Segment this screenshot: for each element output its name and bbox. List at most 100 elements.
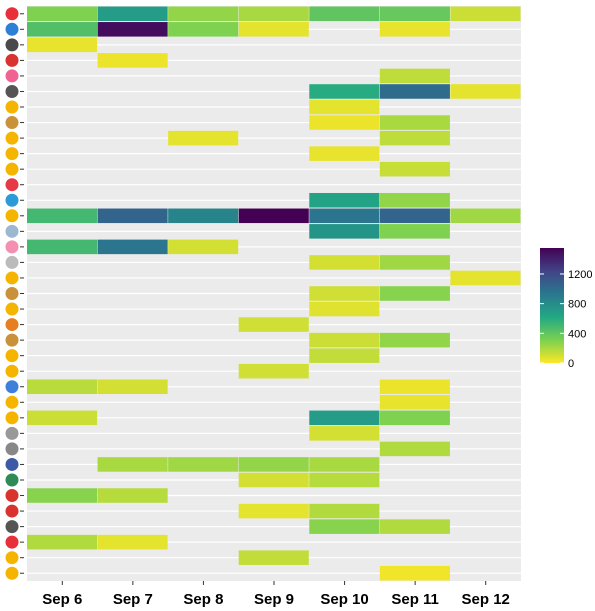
colorbar-tick-label: 800 bbox=[568, 299, 586, 311]
heatmap-cell bbox=[309, 519, 380, 534]
grinning-sweat-icon bbox=[5, 349, 24, 363]
heatmap-cell bbox=[309, 224, 380, 239]
heatmap-cell bbox=[379, 286, 450, 301]
heatmap-cell bbox=[450, 270, 521, 286]
heatmap-cell bbox=[379, 208, 450, 224]
us-flag-icon bbox=[5, 457, 24, 471]
color-legend: 0 400 800 1200 bbox=[540, 248, 592, 370]
heatmap-cell bbox=[450, 208, 521, 224]
heart-icon bbox=[5, 535, 24, 549]
colorbar-tick-label: 400 bbox=[568, 328, 586, 340]
heatmap-cell bbox=[450, 84, 521, 99]
heatmap-cell bbox=[379, 115, 450, 130]
heatmap-cell bbox=[379, 379, 450, 395]
heatmap-cell bbox=[27, 239, 98, 255]
heatmap-cell bbox=[27, 379, 98, 395]
heatmap-cell bbox=[27, 410, 98, 426]
heatmap-cell bbox=[238, 363, 309, 379]
heatmap-cell bbox=[309, 6, 380, 22]
heatmap-cell bbox=[97, 534, 168, 550]
heatmap-cell bbox=[379, 84, 450, 99]
x-tick-label: Sep 7 bbox=[113, 591, 153, 608]
pink-hearts-icon bbox=[5, 69, 24, 83]
paw-prints-icon bbox=[5, 84, 24, 98]
basketball-icon bbox=[5, 318, 24, 332]
heatmap-cell bbox=[379, 161, 450, 177]
heatmap-cell bbox=[309, 208, 380, 224]
cloud-with-rain-icon bbox=[5, 224, 24, 238]
x-axis-ticks: Sep 6 Sep 7 Sep 8 Sep 9 Sep 10 Sep 11 Sep 12 bbox=[42, 581, 510, 608]
heatmap-cell bbox=[450, 6, 521, 22]
x-tick-label: Sep 10 bbox=[320, 591, 368, 608]
guide-dog-icon bbox=[5, 333, 24, 347]
heatmap-cell bbox=[379, 6, 450, 22]
heatmap-cell bbox=[238, 317, 309, 332]
folded-hands-icon bbox=[5, 209, 24, 223]
heatmap-cell bbox=[379, 395, 450, 410]
x-tick-label: Sep 12 bbox=[462, 591, 510, 608]
heatmap-cell bbox=[309, 99, 380, 115]
heatmap-cells bbox=[27, 6, 521, 581]
heatmap-cell bbox=[379, 565, 450, 581]
x-tick-label: Sep 11 bbox=[391, 591, 439, 608]
colorbar bbox=[540, 248, 564, 363]
heatmap-cell bbox=[309, 115, 380, 130]
heatmap-cell bbox=[309, 255, 380, 270]
cyclone-icon bbox=[5, 380, 24, 394]
heatmap-cell bbox=[309, 426, 380, 441]
weary-face-icon bbox=[5, 566, 24, 580]
heatmap-cell bbox=[168, 6, 239, 22]
seychelles-flag-icon bbox=[5, 473, 24, 487]
heatmap-cell bbox=[309, 332, 380, 348]
hushed-face-icon bbox=[5, 302, 24, 316]
heatmap-cell bbox=[97, 239, 168, 255]
poodle-icon bbox=[5, 255, 24, 269]
heatmap-cell bbox=[238, 472, 309, 488]
latin-cross-icon bbox=[5, 442, 24, 456]
heatmap-cell bbox=[238, 457, 309, 472]
x-tick-label: Sep 8 bbox=[183, 591, 223, 608]
heatmap-cell bbox=[238, 503, 309, 519]
black-heart-suit-icon bbox=[5, 38, 24, 52]
heatmap-cell bbox=[309, 84, 380, 99]
canada-flag-icon bbox=[5, 504, 24, 518]
heatmap-cell bbox=[379, 192, 450, 208]
heatmap-cell bbox=[309, 146, 380, 161]
heatmap-cell bbox=[309, 410, 380, 426]
heatmap-cell bbox=[97, 379, 168, 395]
pointing-up-icon bbox=[5, 271, 24, 285]
heatmap-cell bbox=[168, 130, 239, 146]
pig-face-icon bbox=[5, 240, 24, 254]
heatmap-cell bbox=[27, 208, 98, 224]
heatmap-cell bbox=[379, 22, 450, 37]
heatmap-cell bbox=[238, 208, 309, 224]
heatmap-cell bbox=[309, 472, 380, 488]
heatmap-cell bbox=[238, 22, 309, 37]
heatmap-cell bbox=[97, 6, 168, 22]
warning-icon bbox=[5, 520, 24, 534]
heatmap-cell bbox=[97, 53, 168, 68]
heatmap-cell bbox=[238, 6, 309, 22]
heatmap-cell bbox=[309, 457, 380, 472]
heatmap-cell bbox=[309, 286, 380, 301]
heatmap-cell bbox=[379, 441, 450, 457]
heatmap-cell bbox=[27, 534, 98, 550]
heatmap-cell bbox=[379, 255, 450, 270]
flexed-biceps-icon bbox=[5, 147, 24, 161]
hibiscus-icon bbox=[5, 178, 24, 192]
worried-face-icon bbox=[5, 411, 24, 425]
dog-face-icon bbox=[5, 116, 24, 130]
heatmap-cell bbox=[379, 224, 450, 239]
colorbar-tick-label: 0 bbox=[568, 358, 574, 370]
heatmap-cell bbox=[168, 457, 239, 472]
fire-extinguisher-icon bbox=[5, 53, 24, 67]
heatmap-cell bbox=[27, 37, 98, 53]
heatmap-cell bbox=[379, 519, 450, 534]
heatmap-cell bbox=[379, 130, 450, 146]
puerto-rico-flag-icon bbox=[5, 489, 24, 503]
heatmap-cell bbox=[379, 410, 450, 426]
water-wave-icon bbox=[5, 193, 24, 207]
colorbar-tick-label: 1200 bbox=[568, 269, 592, 281]
heatmap-cell bbox=[379, 332, 450, 348]
